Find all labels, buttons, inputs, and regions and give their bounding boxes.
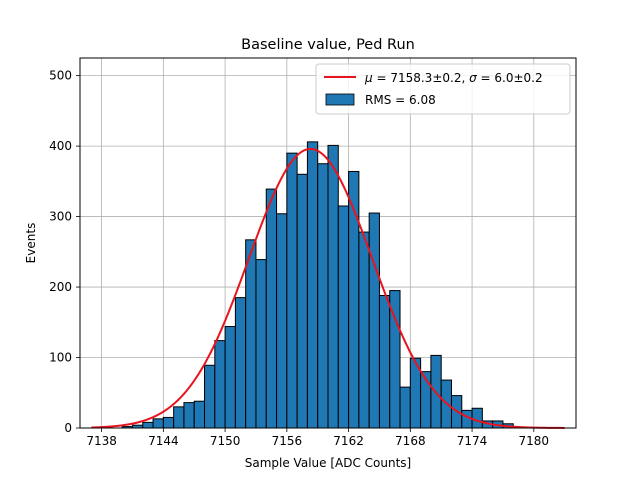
x-tick-label: 7150	[210, 434, 241, 448]
histogram-bar	[193, 400, 206, 429]
chart-title: Baseline value, Ped Run	[241, 37, 415, 53]
histogram-bar	[337, 205, 350, 429]
y-tick-label: 500	[49, 69, 72, 83]
histogram-bar	[224, 326, 236, 429]
histogram-bar	[173, 406, 185, 429]
y-tick-label: 300	[49, 210, 72, 224]
y-tick-label: 400	[49, 139, 72, 153]
histogram-bar	[471, 407, 483, 429]
x-tick-label: 7162	[333, 434, 364, 448]
legend-fit-mu-value: = 7158.3±0.2,	[373, 71, 469, 85]
y-axis-label: Events	[24, 223, 38, 264]
histogram-bar	[245, 239, 257, 429]
y-tick-label: 100	[49, 351, 72, 365]
legend: μ = 7158.3±0.2, σ = 6.0±0.2 RMS = 6.08	[315, 63, 571, 115]
histogram-bar	[162, 416, 175, 429]
histogram-bar	[142, 421, 154, 429]
x-tick-label: 7180	[519, 434, 550, 448]
histogram-bar	[214, 340, 226, 429]
histogram-bar	[152, 418, 164, 429]
histogram-bar	[255, 259, 267, 429]
histogram-bars	[101, 141, 514, 429]
histogram-bar	[399, 386, 411, 429]
x-tick-label: 7174	[457, 434, 488, 448]
histogram-bar	[306, 141, 319, 429]
x-tick-label: 7138	[86, 434, 117, 448]
histogram-bar	[265, 188, 278, 429]
legend-fit-mu-symbol: μ	[364, 71, 373, 85]
legend-histogram-swatch	[325, 93, 355, 106]
histogram-bar	[234, 297, 247, 429]
y-tick-label: 0	[64, 421, 72, 435]
x-tick-label: 7144	[148, 434, 179, 448]
histogram-bar	[276, 213, 288, 429]
histogram-bar	[296, 173, 308, 429]
histogram-bar	[368, 212, 380, 429]
histogram-bar	[327, 144, 339, 429]
histogram-bar	[358, 231, 370, 429]
histogram-bar	[317, 163, 329, 429]
legend-box	[315, 63, 571, 115]
legend-fit-sigma-symbol: σ	[469, 71, 477, 85]
x-tick-label: 7168	[395, 434, 426, 448]
y-axis-ticks: 0 100 200 300 400 500	[49, 69, 80, 435]
histogram-bar	[378, 295, 391, 429]
histogram-bar	[286, 152, 298, 429]
y-tick-label: 200	[49, 280, 72, 294]
plot-frame	[79, 57, 577, 429]
x-axis-label: Sample Value [ADC Counts]	[245, 456, 411, 470]
gaussian-fit-curve	[91, 147, 565, 429]
histogram-bar	[204, 364, 216, 429]
legend-fit-sigma-value: = 6.0±0.2	[477, 71, 543, 85]
histogram-bar	[183, 402, 195, 429]
legend-rms-label: RMS = 6.08	[365, 93, 436, 107]
x-axis-ticks: 7138 7144 7150 7156 7162 7168 7174 7180	[86, 428, 549, 448]
x-tick-label: 7156	[272, 434, 303, 448]
legend-fit-label: μ = 7158.3±0.2, σ = 6.0±0.2	[364, 71, 543, 85]
